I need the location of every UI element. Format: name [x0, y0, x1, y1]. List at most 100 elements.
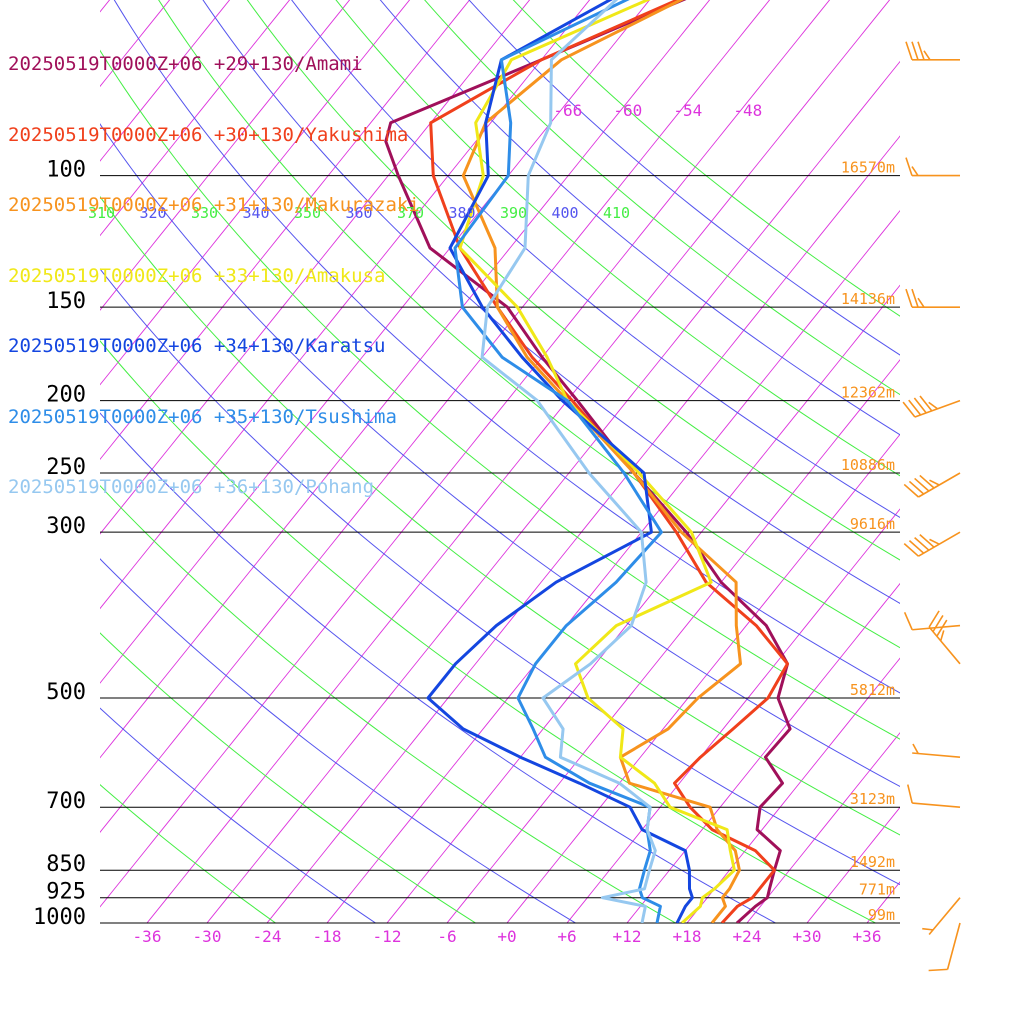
barb-feather — [905, 157, 913, 176]
isotherm-line — [626, 582, 900, 923]
dry-adiabat-line — [246, 0, 900, 561]
temperature-tick-label: +12 — [613, 927, 642, 946]
isotherm-line — [146, 0, 891, 923]
height-label: 16570m — [841, 159, 895, 177]
series-line — [453, 0, 663, 923]
wind-barb — [905, 288, 960, 308]
dry-adiabat-line — [100, 632, 477, 923]
height-label: 1492m — [850, 853, 895, 871]
theta-label: 370 — [397, 204, 424, 222]
dry-adiabat-line — [100, 558, 577, 923]
isotherm-line — [100, 0, 771, 833]
temperature-tick-label: -30 — [193, 927, 222, 946]
barb-feather — [932, 615, 944, 633]
theta-label: 310 — [88, 204, 115, 222]
barb-feather — [917, 297, 925, 308]
dry-adiabat-line — [100, 195, 900, 836]
pressure-label: 300 — [46, 514, 86, 539]
dry-adiabat-line — [424, 0, 900, 396]
series-line — [429, 0, 789, 923]
isotherm-line — [806, 806, 900, 923]
legend-item: 20250519T0000Z+06 +33+130/Amakusa — [8, 264, 386, 287]
isotherm-line — [446, 359, 900, 923]
isotherm-line — [266, 135, 900, 923]
isotherm-line — [206, 60, 900, 923]
background-lines — [100, 0, 900, 923]
temperature-tick-label: -36 — [133, 927, 162, 946]
barb-feather — [929, 479, 940, 486]
barb-feather — [902, 401, 916, 418]
height-label: 5812m — [850, 681, 895, 699]
barb-staff — [912, 752, 961, 758]
dry-adiabat-line — [379, 0, 900, 436]
barb-feather — [919, 533, 935, 548]
legend-item: 20250519T0000Z+06 +30+130/Yakushima — [8, 123, 409, 146]
dry-adiabat-line — [100, 484, 677, 923]
height-label: 99m — [868, 906, 895, 924]
theta-label: 320 — [140, 204, 167, 222]
pressure-label: 250 — [46, 455, 86, 480]
legend: 20250519T0000Z+06 +29+130/Amami 20250519… — [8, 6, 420, 523]
barb-feather — [928, 401, 938, 410]
pressure-label: 700 — [46, 789, 86, 814]
dry-adiabat-line — [100, 707, 377, 923]
theta-label: 400 — [552, 204, 579, 222]
theta-label: 390 — [500, 204, 527, 222]
temperature-tick-label: +36 — [853, 927, 882, 946]
barb-staff — [928, 626, 961, 665]
wind-barb — [906, 784, 961, 809]
series-line — [426, 0, 694, 923]
barb-feather — [939, 630, 945, 642]
dry-adiabat-line — [468, 0, 900, 356]
barb-feather — [903, 612, 913, 631]
temperature-tick-label: +30 — [793, 927, 822, 946]
dry-adiabat-line — [100, 268, 900, 886]
isotherm-line — [386, 284, 900, 923]
theta-label: 380 — [449, 204, 476, 222]
legend-item: 20250519T0000Z+06 +35+130/Tsushima — [8, 405, 397, 428]
temperature-tick-label: +18 — [673, 927, 702, 946]
temperature-tick-label: -24 — [253, 927, 282, 946]
dry-adiabat-line — [100, 49, 900, 740]
theta-label: 410 — [603, 204, 630, 222]
legend-item: 20250519T0000Z+06 +36+130/Pohang — [8, 476, 375, 498]
temperature-tick-label: -6 — [437, 927, 456, 946]
series-line — [461, 0, 742, 923]
legend-item: 20250519T0000Z+06 +34+130/Karatsu — [8, 335, 386, 357]
pressure-label: 500 — [46, 680, 86, 705]
wind-barb — [903, 472, 961, 498]
legend-item: 20250519T0000Z+06 +31+130/Makurazaki — [8, 194, 420, 216]
theta-label: 360 — [346, 204, 373, 222]
pressure-label: 150 — [46, 289, 86, 314]
dry-adiabat-line — [291, 0, 900, 519]
wind-barb — [922, 897, 961, 935]
dry-adiabat-line — [100, 412, 777, 923]
barb-feather — [922, 927, 934, 931]
barb-feather — [905, 41, 913, 61]
barb-staff — [946, 922, 961, 970]
isotherm-line — [100, 0, 651, 684]
barb-feather — [903, 542, 919, 557]
isotherm-line — [686, 657, 900, 923]
barb-feather — [912, 743, 919, 754]
barb-feather — [928, 610, 940, 628]
barb-feather — [919, 474, 935, 489]
temperature-tick-label: +6 — [557, 927, 576, 946]
isotherm-label: -66 — [553, 101, 582, 120]
barb-staff — [928, 897, 961, 935]
dry-adiabat-line — [100, 123, 900, 788]
isotherm-line — [100, 0, 831, 908]
barb-feather — [908, 539, 925, 554]
temperature-profiles — [384, 0, 792, 923]
temperature-tick-label: -12 — [373, 927, 402, 946]
barb-feather — [911, 288, 919, 308]
legend-item: 20250519T0000Z+06 +29+130/Amami — [8, 53, 363, 75]
barb-feather — [908, 399, 922, 416]
barb-feather — [936, 619, 948, 637]
temperature-tick-label: -18 — [313, 927, 342, 946]
series-line — [384, 0, 792, 923]
dry-adiabat-line — [100, 340, 877, 923]
barb-staff — [912, 802, 961, 809]
theta-label: 350 — [294, 204, 321, 222]
